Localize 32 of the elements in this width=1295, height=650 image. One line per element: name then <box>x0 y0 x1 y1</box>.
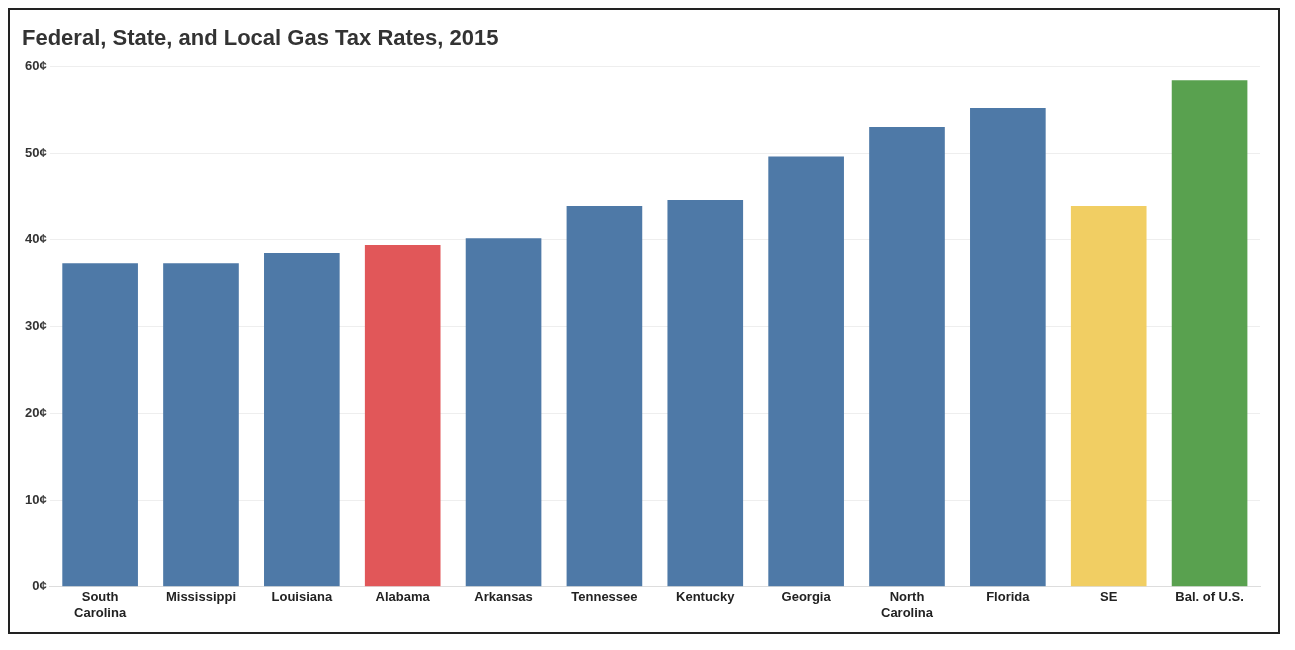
x-tick-label: Alabama <box>375 589 431 605</box>
x-tick-label: Arkansas <box>474 589 533 605</box>
x-tick-label: Georgia <box>781 589 832 605</box>
x-tick-label: North Carolina <box>880 589 934 620</box>
bar <box>163 263 239 587</box>
y-tick-label: 40¢ <box>24 231 47 247</box>
bar <box>364 245 441 587</box>
x-tick-label: Tennessee <box>571 589 638 605</box>
x-tick-label: Florida <box>986 589 1031 605</box>
bar <box>869 127 945 587</box>
y-tick-label: 60¢ <box>24 57 47 73</box>
y-tick-label: 0¢ <box>32 578 47 594</box>
bar <box>264 252 340 587</box>
x-tick-label: South Carolina <box>74 589 127 620</box>
bar <box>465 238 542 587</box>
y-tick-label: 30¢ <box>24 318 47 334</box>
x-tick-label: Bal. of U.S. <box>1175 589 1244 605</box>
y-tick-label: 50¢ <box>24 144 47 160</box>
y-tick-label: 10¢ <box>24 491 47 507</box>
x-tick-label: Mississippi <box>165 589 237 605</box>
bar <box>62 263 138 587</box>
bar <box>768 156 844 587</box>
bar <box>667 199 744 587</box>
x-tick-label: SE <box>1100 589 1118 605</box>
bar <box>566 206 643 587</box>
bar <box>1171 80 1248 587</box>
y-tick-label: 20¢ <box>24 404 47 420</box>
bar <box>1070 206 1147 587</box>
x-tick-label: Kentucky <box>676 589 736 605</box>
bar <box>970 108 1046 587</box>
chart-title: Federal, State, and Local Gas Tax Rates, 2015 <box>22 25 499 51</box>
x-tick-label: Louisiana <box>271 589 333 605</box>
